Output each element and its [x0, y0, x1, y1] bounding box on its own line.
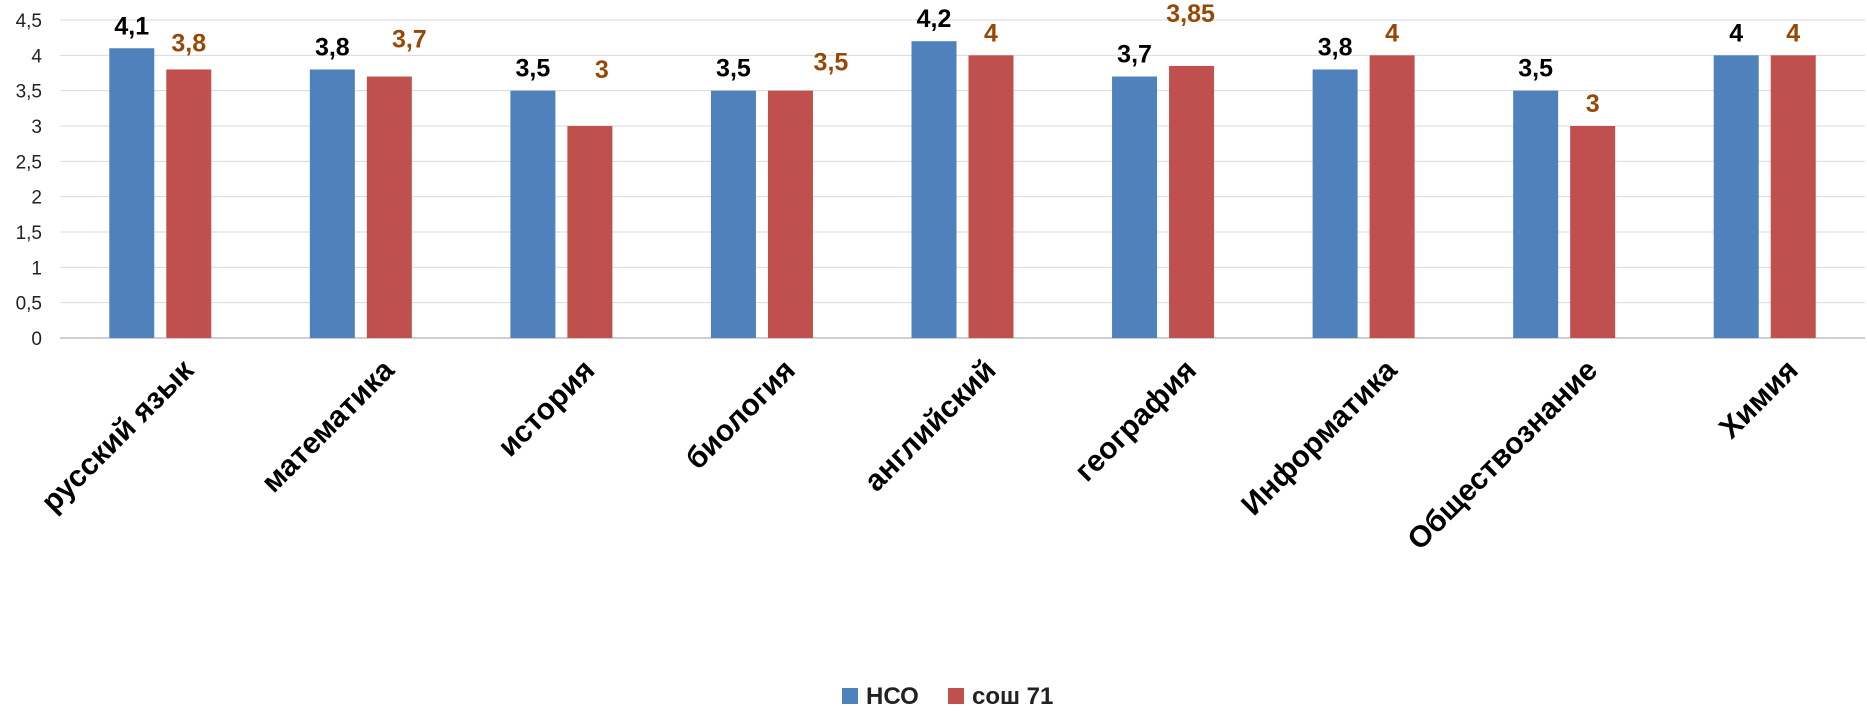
category-label: Информатика	[1235, 353, 1404, 522]
y-tick-label: 2,5	[16, 152, 42, 173]
bar-school	[367, 77, 412, 338]
category-label: английский	[858, 354, 1002, 498]
bar-nso	[1513, 91, 1558, 338]
y-tick-label: 2	[31, 188, 42, 209]
data-label-nso: 3,5	[1518, 55, 1553, 83]
data-label-school: 3	[1586, 90, 1600, 118]
data-label-nso: 3,8	[315, 33, 350, 61]
data-label-school: 3,7	[392, 26, 427, 54]
bar-nso	[1313, 69, 1358, 338]
bar-nso	[1714, 55, 1759, 338]
bar-nso	[912, 41, 957, 338]
data-label-school: 3,5	[814, 49, 849, 77]
y-tick-label: 3,5	[16, 82, 42, 103]
bar-school	[166, 69, 211, 338]
data-label-nso: 4,1	[114, 12, 149, 40]
data-label-nso: 3,5	[516, 55, 551, 83]
legend-swatch-nso	[842, 688, 858, 704]
data-label-school: 3,8	[171, 29, 206, 57]
data-label-school: 3,85	[1166, 0, 1215, 28]
bar-school	[1169, 66, 1214, 338]
y-tick-label: 1	[31, 258, 42, 279]
bar-school	[1370, 55, 1415, 338]
category-label: Химия	[1713, 354, 1805, 446]
data-label-nso: 4,2	[917, 5, 952, 33]
y-tick-label: 3	[31, 117, 42, 138]
bar-school	[1570, 126, 1615, 338]
data-label-nso: 3,7	[1117, 41, 1152, 69]
y-tick-label: 0	[31, 329, 42, 350]
data-label-nso: 3,8	[1318, 33, 1353, 61]
category-label: математика	[255, 353, 401, 499]
category-label: биология	[680, 354, 802, 476]
bar-nso	[109, 48, 154, 338]
data-label-school: 4	[984, 19, 998, 47]
data-label-school: 3	[595, 56, 609, 84]
y-tick-label: 4	[31, 46, 42, 67]
y-tick-label: 0,5	[16, 294, 42, 315]
category-label: география	[1069, 354, 1204, 489]
data-label-school: 4	[1786, 19, 1800, 47]
legend: НСО сош 71	[842, 683, 1053, 710]
bar-nso	[711, 91, 756, 338]
data-label-nso: 3,5	[716, 55, 751, 83]
bar-school	[768, 91, 813, 338]
y-axis-ticks: 0 0,5 1 1,5 2 2,5 3 3,5 4 4,5	[16, 11, 43, 350]
category-label: история	[492, 354, 602, 464]
legend-swatch-school	[948, 688, 964, 704]
bar-school	[1771, 55, 1816, 338]
category-label: Обществознание	[1401, 354, 1604, 557]
legend-label-school: сош 71	[972, 683, 1053, 710]
bar-nso	[1112, 77, 1157, 338]
bar-nso	[310, 69, 355, 338]
data-label-nso: 4	[1729, 19, 1743, 47]
legend-label-nso: НСО	[866, 683, 919, 710]
category-label: русский язык	[35, 353, 201, 519]
data-label-school: 4	[1385, 19, 1399, 47]
bar-nso	[510, 91, 555, 338]
bar-school	[567, 126, 612, 338]
bars	[109, 41, 1815, 338]
x-axis-categories: русский язык математика история биология анг…	[35, 353, 1805, 556]
y-tick-label: 4,5	[16, 11, 42, 32]
bar-school	[969, 55, 1014, 338]
y-tick-label: 1,5	[16, 223, 42, 244]
